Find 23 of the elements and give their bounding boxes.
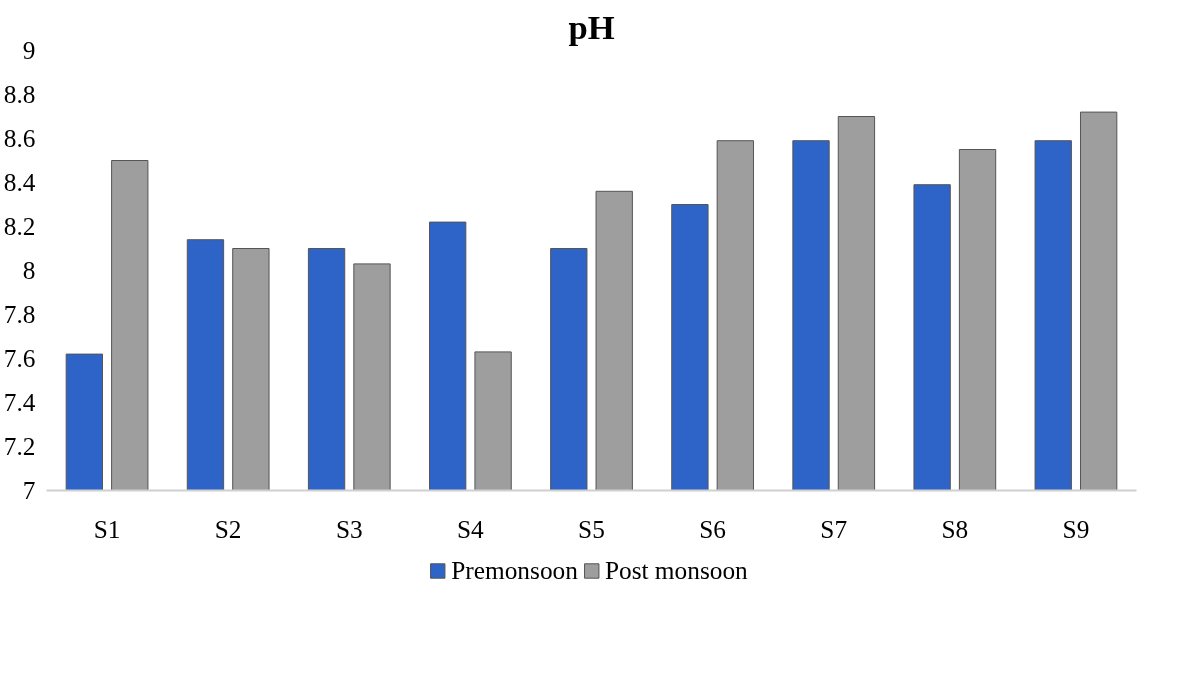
y-tick-label: 9 [22, 36, 36, 64]
y-tick-label: 8 [22, 256, 36, 284]
x-tick-label: S5 [578, 514, 605, 543]
x-tick-label: S8 [941, 514, 969, 543]
chart-title: pH [568, 7, 615, 46]
y-tick-label: 8.2 [3, 212, 36, 240]
x-tick-label: S3 [335, 514, 363, 543]
x-tick-label: S1 [93, 514, 121, 543]
legend-label: Post monsoon [604, 555, 748, 585]
x-tick-label: S7 [820, 514, 848, 543]
x-tick-label: S9 [1062, 514, 1090, 543]
y-tick-label: 8.4 [3, 168, 36, 196]
y-tick-label: 7.8 [3, 300, 36, 328]
y-tick-label: 7 [22, 476, 36, 504]
y-tick-label: 7.4 [3, 388, 36, 416]
y-tick-label: 8.6 [3, 124, 36, 152]
y-tick-label: 8.8 [3, 80, 36, 108]
y-tick-label: 7.2 [3, 432, 36, 460]
x-tick-label: S6 [699, 514, 726, 543]
x-tick-label: S4 [457, 514, 485, 543]
x-tick-label: S2 [214, 514, 242, 543]
y-tick-label: 7.6 [3, 344, 36, 372]
legend-label: Premonsoon [451, 555, 578, 585]
